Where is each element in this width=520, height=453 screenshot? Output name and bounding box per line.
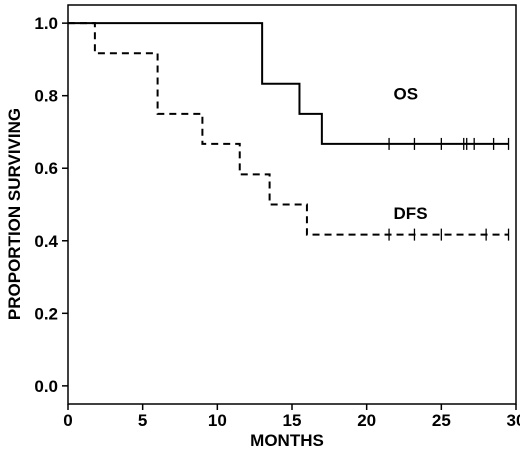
series-dfs: DFS <box>68 22 510 241</box>
y-tick-label: 0.8 <box>34 87 58 106</box>
x-tick-label: 10 <box>208 411 227 430</box>
x-axis-label: MONTHS <box>250 431 324 450</box>
y-axis-label: PROPORTION SURVIVING <box>5 108 24 320</box>
y-tick-label: 0.4 <box>34 232 58 251</box>
x-tick-label: 15 <box>283 411 302 430</box>
y-tick-label: 1.0 <box>34 14 58 33</box>
y-tick-label: 0.6 <box>34 159 58 178</box>
x-tick-label: 0 <box>63 411 72 430</box>
series-layer: OS DFS <box>68 22 510 241</box>
x-tick-label: 30 <box>507 411 520 430</box>
series-os-line <box>68 22 509 145</box>
y-tick-label: 0.2 <box>34 304 58 323</box>
series-label-dfs: DFS <box>394 204 428 223</box>
plot-frame <box>67 4 517 405</box>
series-label-os: OS <box>394 84 419 103</box>
x-tick-label: 5 <box>138 411 147 430</box>
series-dfs-line <box>68 22 509 236</box>
axes: 0 5 10 15 20 25 30 0.0 0.2 0.4 0.6 0.8 1.0 <box>34 4 520 430</box>
x-tick-label: 25 <box>432 411 451 430</box>
y-tick-label: 0.0 <box>34 377 58 396</box>
labels: MONTHS PROPORTION SURVIVING <box>5 108 324 450</box>
series-os: OS <box>68 22 510 150</box>
x-tick-label: 20 <box>357 411 376 430</box>
